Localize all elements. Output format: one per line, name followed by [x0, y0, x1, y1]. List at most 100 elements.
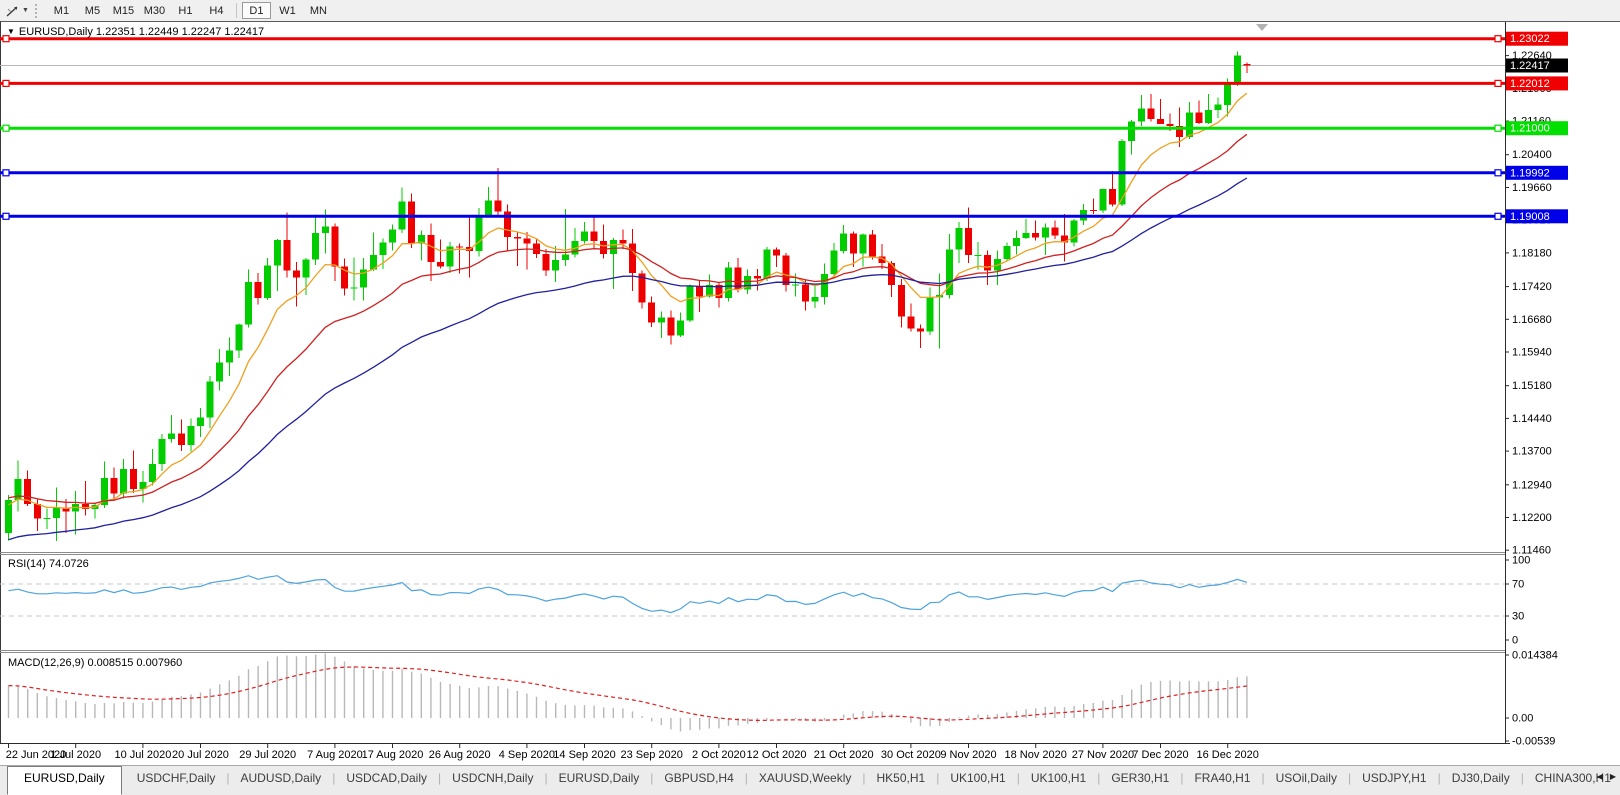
svg-text:1.19008: 1.19008: [1510, 211, 1550, 223]
svg-text:0.014384: 0.014384: [1512, 650, 1558, 662]
svg-text:22 Jun 2020: 22 Jun 2020: [6, 749, 67, 761]
macd-axis: 0.014384 0.00 -0.00539: [1505, 650, 1558, 748]
svg-text:17 Aug 2020: 17 Aug 2020: [362, 749, 424, 761]
tab-usoil-daily[interactable]: USOil,Daily: [1275, 771, 1337, 785]
svg-text:26 Aug 2020: 26 Aug 2020: [429, 749, 491, 761]
tab-separator: |: [936, 771, 940, 785]
tab-separator: |: [226, 771, 230, 785]
tab-separator: |: [1437, 771, 1441, 785]
tab-china300-h1[interactable]: CHINA300,H1: [1534, 771, 1611, 785]
ma-slow-line: [8, 177, 1248, 541]
chart-shift-marker-icon: [1256, 24, 1268, 31]
timeframe-button-w1[interactable]: W1: [279, 5, 296, 17]
svg-text:30 Oct 2020: 30 Oct 2020: [881, 749, 941, 761]
svg-text:27 Nov 2020: 27 Nov 2020: [1072, 749, 1134, 761]
svg-text:1.18180: 1.18180: [1512, 247, 1552, 259]
tab-uk100-h1[interactable]: UK100,H1: [950, 771, 1006, 785]
svg-text:10 Jul 2020: 10 Jul 2020: [114, 749, 171, 761]
tab-separator: |: [332, 771, 336, 785]
svg-text:1.17420: 1.17420: [1512, 281, 1552, 293]
svg-text:4 Sep 2020: 4 Sep 2020: [499, 749, 555, 761]
svg-text:1.22012: 1.22012: [1510, 78, 1550, 90]
rsi-axis: 100 70 30 0: [1505, 555, 1530, 647]
line-studies-icon[interactable]: [3, 3, 21, 19]
timeframe-button-h4[interactable]: H4: [209, 5, 224, 17]
tab-separator: |: [1347, 771, 1352, 785]
tab-separator: |: [544, 771, 548, 785]
macd-histogram: [7, 653, 1248, 732]
chart-title-text: EURUSD,Daily 1.22351 1.22449 1.22247 1.2…: [18, 26, 265, 38]
tab-separator: |: [438, 771, 442, 785]
svg-text:1.15940: 1.15940: [1512, 347, 1552, 359]
tab-uk100-h1[interactable]: UK100,H1: [1030, 771, 1087, 785]
ma-fast-line: [8, 92, 1248, 509]
rsi-label: RSI(14) 74.0726: [8, 558, 89, 570]
tab-eurusd-daily[interactable]: EURUSD,Daily: [7, 766, 122, 795]
tab-usdjpy-h1[interactable]: USDJPY,H1: [1362, 771, 1427, 785]
timeframe-button-mn[interactable]: MN: [309, 5, 327, 17]
tab-usdcnh-daily[interactable]: USDCNH,Daily: [452, 771, 534, 785]
ma-mid-line: [8, 133, 1248, 504]
tab-bar: EURUSD,Daily USDCHF,Daily | AUDUSD,Daily | US…: [0, 765, 1620, 795]
level-price-labels: 1.23022 1.22012 1.21000 1.19992 1.19008 1.224…: [1506, 31, 1568, 224]
svg-text:1.12940: 1.12940: [1512, 479, 1552, 491]
tab-usdcad-daily[interactable]: USDCAD,Daily: [346, 771, 427, 785]
svg-text:1.23022: 1.23022: [1510, 33, 1550, 45]
timeframe-button-h1[interactable]: H1: [178, 5, 193, 17]
tab-scroll-right-icon[interactable]: ▶: [1609, 772, 1616, 781]
chevron-down-icon[interactable]: ▼: [22, 6, 29, 14]
rsi-panel: RSI(14) 74.0726 100 70 30 0: [0, 555, 1530, 647]
timeframe-button-m30[interactable]: M30: [143, 5, 166, 17]
tab-xauusd-weekly[interactable]: XAUUSD,Weekly: [758, 771, 852, 785]
tab-bar-items: EURUSD,Daily USDCHF,Daily | AUDUSD,Daily | US…: [0, 766, 1620, 795]
toolbar-separator: [235, 3, 237, 18]
timeframe-button-m15[interactable]: M15: [112, 5, 135, 17]
tab-separator: |: [1261, 771, 1265, 785]
svg-text:7 Dec 2020: 7 Dec 2020: [1132, 749, 1188, 761]
svg-text:1.13700: 1.13700: [1512, 446, 1552, 458]
tab-scroll-left-icon[interactable]: ◀: [1596, 772, 1603, 781]
toolbar-grip: [34, 3, 40, 18]
svg-text:-0.00539: -0.00539: [1512, 736, 1555, 748]
macd-label: MACD(12,26,9) 0.008515 0.007960: [8, 657, 182, 669]
tab-usdchf-daily[interactable]: USDCHF,Daily: [136, 771, 216, 785]
tab-audusd-daily[interactable]: AUDUSD,Daily: [240, 771, 322, 785]
svg-text:9 Nov 2020: 9 Nov 2020: [940, 749, 996, 761]
svg-text:1.21000: 1.21000: [1510, 123, 1550, 135]
timeframe-button-m1[interactable]: M1: [53, 5, 70, 17]
macd-panel: MACD(12,26,9) 0.008515 0.0079600.0143840…: [7, 650, 1558, 748]
tab-ger30-h1[interactable]: GER30,H1: [1111, 771, 1170, 785]
tab-separator: |: [1180, 771, 1184, 785]
tab-dj30-daily[interactable]: DJ30,Daily: [1451, 771, 1510, 785]
svg-text:0: 0: [1512, 635, 1518, 647]
svg-text:0.00: 0.00: [1512, 713, 1533, 725]
chart-menu-icon[interactable]: ▼: [7, 27, 15, 36]
svg-text:1.11460: 1.11460: [1512, 545, 1551, 557]
tab-gbpusd-h4[interactable]: GBPUSD,H4: [664, 771, 734, 785]
svg-text:30: 30: [1512, 611, 1524, 623]
tab-eurusd-daily[interactable]: EURUSD,Daily: [558, 771, 640, 785]
tab-hk50-h1[interactable]: HK50,H1: [876, 771, 926, 785]
current-price-label: 1.22417: [1506, 58, 1568, 73]
tab-separator: |: [1520, 771, 1524, 785]
timeframe-button-d1[interactable]: D1: [241, 2, 271, 19]
svg-text:1 Jul 2020: 1 Jul 2020: [50, 749, 101, 761]
svg-text:1.12200: 1.12200: [1512, 512, 1552, 524]
svg-text:1.15180: 1.15180: [1512, 380, 1552, 392]
tab-separator: |: [1016, 771, 1020, 785]
candles: [5, 51, 1251, 541]
macd-signal-line: [8, 666, 1247, 722]
timeframe-button-m5[interactable]: M5: [84, 5, 101, 17]
level-lines: [0, 35, 1505, 220]
svg-text:16 Dec 2020: 16 Dec 2020: [1197, 749, 1259, 761]
tab-separator: |: [862, 771, 866, 785]
svg-text:18 Nov 2020: 18 Nov 2020: [1005, 749, 1067, 761]
tab-fra40-h1[interactable]: FRA40,H1: [1194, 771, 1251, 785]
svg-text:100: 100: [1512, 555, 1530, 567]
svg-text:1.19992: 1.19992: [1510, 167, 1550, 179]
chart-window-borders: [0, 21, 1620, 744]
svg-text:1.22417: 1.22417: [1510, 60, 1550, 72]
svg-text:1.14440: 1.14440: [1512, 413, 1552, 425]
svg-text:21 Oct 2020: 21 Oct 2020: [814, 749, 874, 761]
